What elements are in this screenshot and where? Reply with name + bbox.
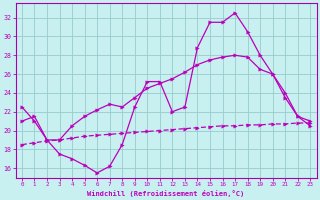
X-axis label: Windchill (Refroidissement éolien,°C): Windchill (Refroidissement éolien,°C) — [87, 190, 245, 197]
